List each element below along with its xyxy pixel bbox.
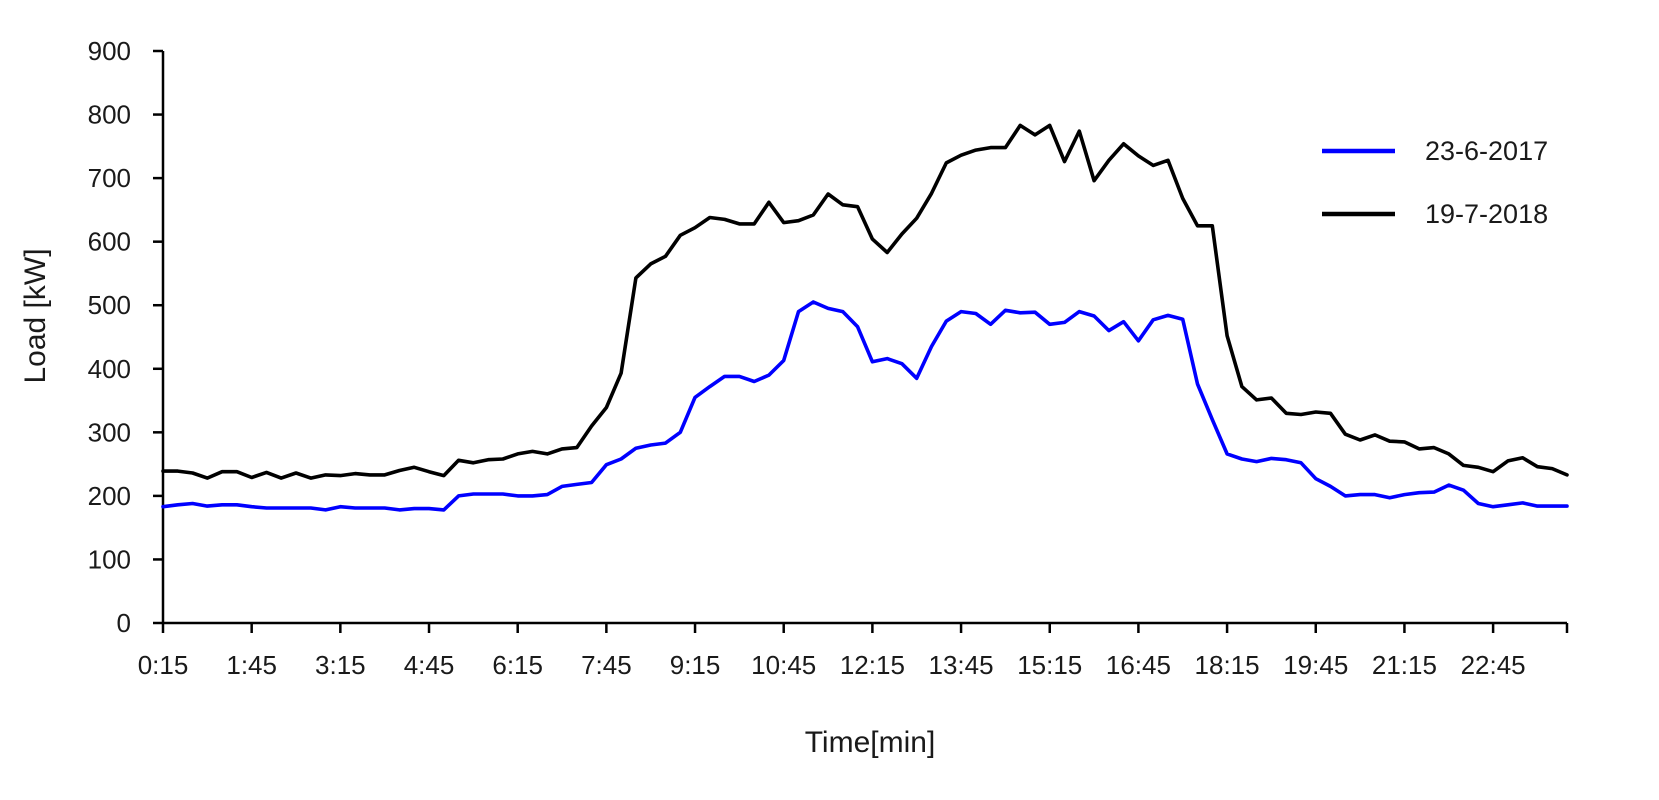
x-tick-label: 19:45: [1283, 650, 1348, 680]
y-tick-label: 800: [88, 100, 131, 130]
x-tick-label: 12:15: [840, 650, 905, 680]
y-tick-label: 700: [88, 163, 131, 193]
x-tick-label: 16:45: [1106, 650, 1171, 680]
y-tick-label: 900: [88, 36, 131, 66]
x-tick-label: 15:15: [1017, 650, 1082, 680]
x-tick-label: 6:15: [492, 650, 543, 680]
legend: 23-6-2017 19-7-2018: [1322, 136, 1548, 229]
y-tick-label: 600: [88, 227, 131, 257]
legend-label: 19-7-2018: [1425, 199, 1548, 229]
y-tick-label: 500: [88, 290, 131, 320]
legend-label: 23-6-2017: [1425, 136, 1548, 166]
x-tick-label: 9:15: [670, 650, 721, 680]
series-line-2: [161, 123, 1569, 480]
x-tick-label: 22:45: [1461, 650, 1526, 680]
x-axis-title: Time[min]: [805, 726, 936, 759]
y-tick-label: 0: [117, 608, 131, 638]
y-tick-label: 300: [88, 417, 131, 447]
x-tick-label: 4:45: [404, 650, 455, 680]
y-tick-label: 200: [88, 481, 131, 511]
x-tick-label: 18:15: [1195, 650, 1260, 680]
x-axis: 0:15 1:45 3:15 4:45 6:15 7:45 9:15 10:45 12:15 13…: [138, 621, 1569, 680]
y-axis-title: Load [kW]: [19, 248, 52, 383]
x-tick-label: 0:15: [138, 650, 189, 680]
y-tick-label: 400: [88, 354, 131, 384]
y-axis: 0 100 200 300 400 500 600 700 800 900: [88, 36, 165, 638]
series-line-1: [161, 300, 1569, 512]
x-tick-label: 7:45: [581, 650, 632, 680]
x-tick-label: 21:15: [1372, 650, 1437, 680]
series-layer: [161, 123, 1569, 512]
x-tick-label: 10:45: [751, 650, 816, 680]
x-tick-label: 1:45: [226, 650, 277, 680]
x-tick-label: 13:45: [929, 650, 994, 680]
x-tick-label: 3:15: [315, 650, 366, 680]
y-tick-label: 100: [88, 544, 131, 574]
